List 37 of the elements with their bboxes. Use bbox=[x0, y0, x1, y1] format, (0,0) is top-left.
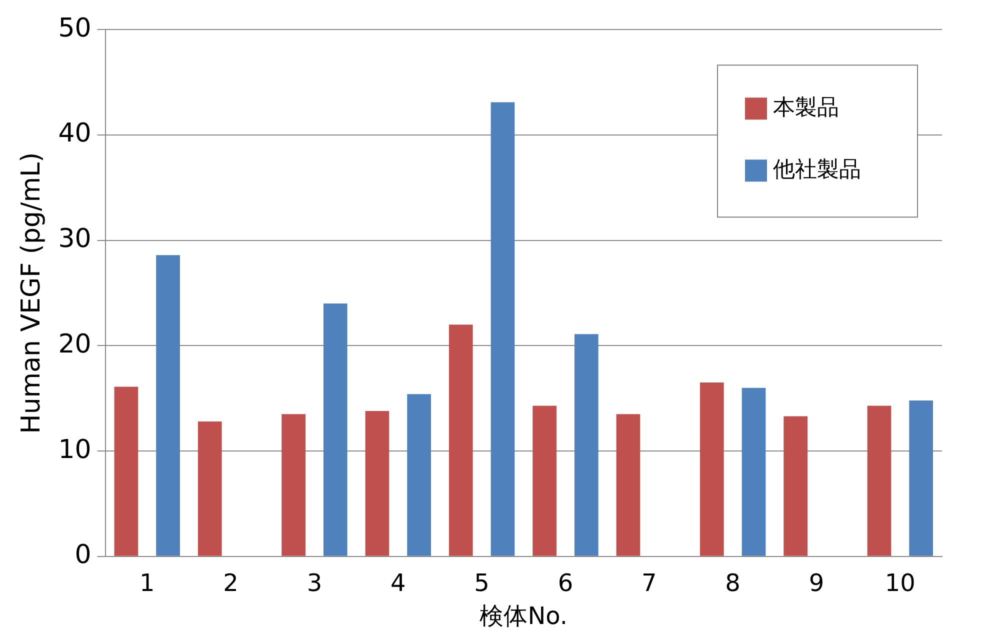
bar bbox=[407, 394, 431, 556]
y-tick-label: 20 bbox=[58, 329, 92, 360]
bar bbox=[114, 386, 138, 556]
bar bbox=[323, 304, 348, 556]
bar bbox=[867, 406, 892, 556]
bar bbox=[490, 102, 515, 556]
bar bbox=[448, 324, 473, 556]
bar bbox=[532, 406, 556, 556]
x-tick-label: 8 bbox=[725, 569, 740, 598]
y-tick-label: 30 bbox=[58, 224, 92, 254]
x-tick-label: 10 bbox=[884, 569, 916, 598]
legend-label: 他社製品 bbox=[773, 157, 861, 182]
y-tick-label: 0 bbox=[74, 540, 92, 570]
y-tick-label: 40 bbox=[58, 118, 92, 149]
bar bbox=[574, 334, 598, 556]
bar bbox=[365, 411, 390, 556]
bar bbox=[742, 388, 766, 556]
x-tick-label: 5 bbox=[474, 569, 490, 598]
bar bbox=[909, 400, 934, 556]
y-tick-label: 50 bbox=[58, 13, 92, 44]
x-tick-label: 2 bbox=[223, 569, 238, 598]
y-tick-label: 10 bbox=[58, 434, 92, 465]
bar bbox=[784, 416, 808, 556]
x-axis-title: 検体No. bbox=[480, 602, 568, 630]
x-tick-label: 6 bbox=[558, 569, 574, 598]
legend-label: 本製品 bbox=[773, 95, 839, 120]
x-tick-label: 3 bbox=[306, 569, 322, 598]
bar bbox=[616, 414, 640, 556]
x-tick-label: 4 bbox=[390, 569, 406, 598]
bar bbox=[156, 255, 180, 556]
bar bbox=[282, 414, 306, 556]
x-tick-label: 9 bbox=[808, 569, 824, 598]
x-tick-label: 7 bbox=[642, 569, 657, 598]
bar bbox=[700, 382, 724, 556]
x-tick-label: 1 bbox=[139, 569, 155, 598]
y-axis-title: Human VEGF (pg/mL) bbox=[16, 152, 46, 434]
bar bbox=[198, 422, 222, 556]
